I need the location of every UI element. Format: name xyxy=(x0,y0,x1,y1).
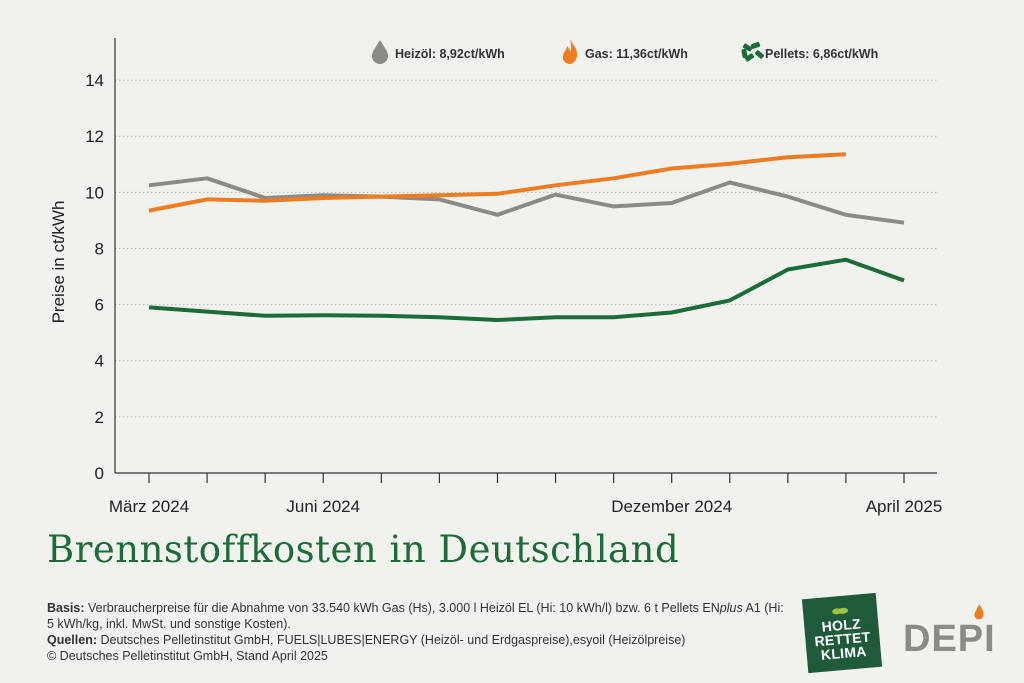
y-tick-label: 2 xyxy=(95,408,104,427)
x-tick-label: Juni 2024 xyxy=(286,497,360,516)
legend-item-pellets: Pellets: 6,86ct/kWh xyxy=(741,42,878,62)
depi-logo-text: DEPI xyxy=(903,618,996,660)
legend-item-heizöl: Heizöl: 8,92ct/kWh xyxy=(372,40,505,64)
y-axis-ticks: 0 2 4 6 8 10 12 14 xyxy=(85,71,104,483)
sources-note: Quellen: Deutsches Pelletinstitut GmbH, … xyxy=(47,632,787,648)
series-line-heizöl xyxy=(148,176,905,225)
series-lines xyxy=(148,152,905,322)
sources-text: Deutsches Pelletinstitut GmbH, FUELS|LUB… xyxy=(97,633,686,647)
x-tick-label: April 2025 xyxy=(866,497,943,516)
basis-label: Basis: xyxy=(47,601,85,615)
sources-label: Quellen: xyxy=(47,633,98,647)
legend: Heizöl: 8,92ct/kWh Gas: 11,36ct/kWh Pellet… xyxy=(372,39,878,64)
flame-icon xyxy=(974,604,984,620)
fuel-price-chart: 0 2 4 6 8 10 12 14 März 2024 Juni 2024 Dezember 2… xyxy=(49,38,942,516)
series-line-gas xyxy=(148,152,847,213)
y-tick-label: 6 xyxy=(95,296,104,315)
basis-plus: plus xyxy=(719,601,743,615)
legend-item-gas: Gas: 11,36ct/kWh xyxy=(562,39,688,64)
footnotes: Basis: Verbraucherpreise für die Abnahme… xyxy=(47,600,787,664)
x-axis-ticks: März 2024 Juni 2024 Dezember 2024 April 202… xyxy=(109,473,942,516)
oil-drop-icon xyxy=(372,40,388,64)
legend-label: Pellets: 6,86ct/kWh xyxy=(765,47,878,61)
y-tick-label: 14 xyxy=(85,71,104,90)
basis-note: Basis: Verbraucherpreise für die Abnahme… xyxy=(47,600,787,632)
copyright-note: © Deutsches Pelletinstitut GmbH, Stand A… xyxy=(47,649,328,663)
leaf-icon xyxy=(832,607,849,615)
holz-logo-line3: KLIMA xyxy=(820,642,868,663)
y-tick-label: 4 xyxy=(95,352,104,371)
basis-text-2: A1 (Hi: 5 kWh/kg, inkl. MwSt. und sonsti… xyxy=(47,601,784,631)
y-tick-label: 10 xyxy=(85,183,104,202)
depi-logo: DEPI xyxy=(903,604,996,661)
y-tick-label: 12 xyxy=(85,127,104,146)
series-line-pellets xyxy=(148,257,905,322)
pellets-icon xyxy=(741,42,764,62)
y-tick-label: 8 xyxy=(95,239,104,258)
y-axis-label: Preise in ct/kWh xyxy=(49,201,68,324)
holz-rettet-klima-logo: HOLZ RETTET KLIMA xyxy=(801,592,883,674)
grid-lines xyxy=(115,79,937,418)
chart-title: Brennstoffkosten in Deutschland xyxy=(47,528,680,571)
y-tick-label: 0 xyxy=(95,464,104,483)
flame-icon xyxy=(562,39,578,64)
legend-label: Gas: 11,36ct/kWh xyxy=(585,47,688,61)
x-tick-label: März 2024 xyxy=(109,497,189,516)
basis-text: Verbraucherpreise für die Abnahme von 33… xyxy=(84,601,720,615)
x-tick-label: Dezember 2024 xyxy=(611,497,732,516)
axes xyxy=(114,38,937,474)
legend-label: Heizöl: 8,92ct/kWh xyxy=(395,47,505,61)
